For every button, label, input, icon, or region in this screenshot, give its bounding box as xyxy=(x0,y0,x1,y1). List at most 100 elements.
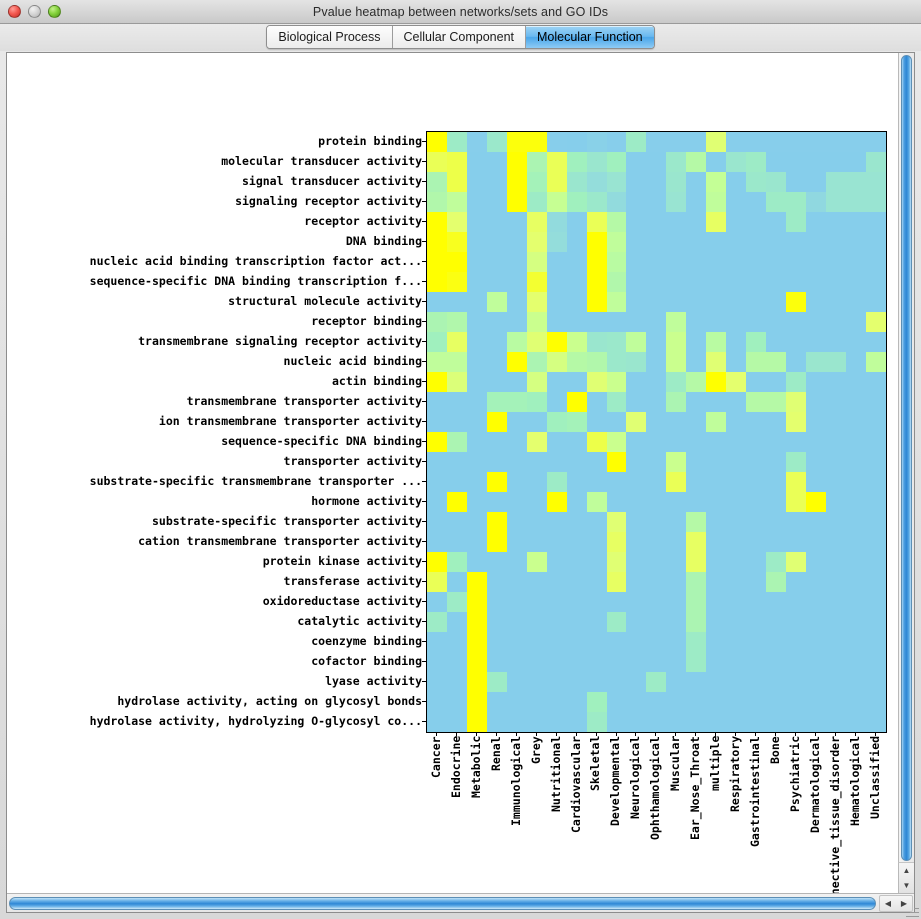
heatmap-cell[interactable] xyxy=(566,672,587,692)
heatmap-cell[interactable] xyxy=(626,272,647,292)
heatmap-cell[interactable] xyxy=(786,372,807,392)
heatmap-cell[interactable] xyxy=(646,332,667,352)
tab-biological-process[interactable]: Biological Process xyxy=(267,26,393,48)
heatmap-cell[interactable] xyxy=(806,132,826,152)
heatmap-cell[interactable] xyxy=(546,132,567,152)
heatmap-cell[interactable] xyxy=(746,492,767,512)
heatmap-cell[interactable] xyxy=(726,652,747,672)
heatmap-cell[interactable] xyxy=(566,452,587,472)
heatmap-cell[interactable] xyxy=(766,672,787,692)
heatmap-cell[interactable] xyxy=(586,452,607,472)
heatmap-cell[interactable] xyxy=(686,332,707,352)
heatmap-cell[interactable] xyxy=(845,292,866,312)
heatmap-cell[interactable] xyxy=(865,332,886,352)
heatmap-cell[interactable] xyxy=(606,292,627,312)
heatmap-cell[interactable] xyxy=(746,232,767,252)
heatmap-cell[interactable] xyxy=(686,712,707,732)
heatmap-cell[interactable] xyxy=(646,392,667,412)
heatmap-cell[interactable] xyxy=(706,712,727,732)
heatmap-cell[interactable] xyxy=(726,512,747,532)
heatmap-cell[interactable] xyxy=(486,372,507,392)
heatmap-cell[interactable] xyxy=(526,432,547,452)
heatmap-cell[interactable] xyxy=(666,592,687,612)
vertical-scrollbar-thumb[interactable] xyxy=(901,55,912,862)
heatmap-cell[interactable] xyxy=(646,352,667,372)
heatmap-cell[interactable] xyxy=(546,632,567,652)
heatmap-cell[interactable] xyxy=(825,552,846,572)
heatmap-cell[interactable] xyxy=(446,432,467,452)
heatmap-cell[interactable] xyxy=(566,252,587,272)
heatmap-cell[interactable] xyxy=(586,352,607,372)
heatmap-cell[interactable] xyxy=(646,172,667,192)
heatmap-cell[interactable] xyxy=(427,612,447,632)
heatmap-cell[interactable] xyxy=(466,372,487,392)
heatmap-cell[interactable] xyxy=(766,632,787,652)
heatmap-cell[interactable] xyxy=(466,132,487,152)
heatmap-cell[interactable] xyxy=(806,392,826,412)
heatmap-cell[interactable] xyxy=(746,272,767,292)
heatmap-cell[interactable] xyxy=(526,572,547,592)
heatmap-cell[interactable] xyxy=(666,692,687,712)
heatmap-cell[interactable] xyxy=(646,552,667,572)
heatmap-cell[interactable] xyxy=(706,252,727,272)
heatmap-cell[interactable] xyxy=(726,292,747,312)
heatmap-cell[interactable] xyxy=(566,232,587,252)
heatmap-cell[interactable] xyxy=(626,572,647,592)
heatmap-cell[interactable] xyxy=(486,672,507,692)
heatmap-cell[interactable] xyxy=(825,312,846,332)
heatmap-cell[interactable] xyxy=(786,152,807,172)
heatmap-cell[interactable] xyxy=(726,552,747,572)
heatmap-cell[interactable] xyxy=(446,692,467,712)
heatmap-cell[interactable] xyxy=(786,632,807,652)
heatmap-cell[interactable] xyxy=(825,452,846,472)
heatmap-cell[interactable] xyxy=(825,632,846,652)
heatmap-cell[interactable] xyxy=(526,512,547,532)
heatmap-cell[interactable] xyxy=(427,492,447,512)
heatmap-cell[interactable] xyxy=(786,312,807,332)
heatmap-cell[interactable] xyxy=(646,412,667,432)
heatmap-cell[interactable] xyxy=(686,412,707,432)
heatmap-cell[interactable] xyxy=(726,232,747,252)
heatmap-cell[interactable] xyxy=(506,132,527,152)
heatmap-cell[interactable] xyxy=(786,172,807,192)
heatmap-cell[interactable] xyxy=(666,272,687,292)
heatmap-cell[interactable] xyxy=(606,572,627,592)
vertical-scrollbar[interactable] xyxy=(898,53,914,893)
heatmap-cell[interactable] xyxy=(606,592,627,612)
heatmap-cell[interactable] xyxy=(806,572,826,592)
heatmap-cell[interactable] xyxy=(466,312,487,332)
heatmap-cell[interactable] xyxy=(865,212,886,232)
heatmap-cell[interactable] xyxy=(427,332,447,352)
heatmap-cell[interactable] xyxy=(686,392,707,412)
heatmap-cell[interactable] xyxy=(766,592,787,612)
heatmap-cell[interactable] xyxy=(646,572,667,592)
heatmap-cell[interactable] xyxy=(865,492,886,512)
heatmap-cell[interactable] xyxy=(626,312,647,332)
heatmap-cell[interactable] xyxy=(825,392,846,412)
heatmap-cell[interactable] xyxy=(606,212,627,232)
heatmap-cell[interactable] xyxy=(706,292,727,312)
heatmap-cell[interactable] xyxy=(606,652,627,672)
heatmap-cell[interactable] xyxy=(786,552,807,572)
heatmap-cell[interactable] xyxy=(865,472,886,492)
heatmap-cell[interactable] xyxy=(626,612,647,632)
heatmap-cell[interactable] xyxy=(806,232,826,252)
heatmap-cell[interactable] xyxy=(546,652,567,672)
heatmap-cell[interactable] xyxy=(865,692,886,712)
heatmap-cell[interactable] xyxy=(566,312,587,332)
heatmap-cell[interactable] xyxy=(427,572,447,592)
heatmap-cell[interactable] xyxy=(825,532,846,552)
heatmap-cell[interactable] xyxy=(746,152,767,172)
heatmap-cell[interactable] xyxy=(746,472,767,492)
heatmap-cell[interactable] xyxy=(666,472,687,492)
heatmap-cell[interactable] xyxy=(706,572,727,592)
heatmap-cell[interactable] xyxy=(606,612,627,632)
heatmap-cell[interactable] xyxy=(806,712,826,732)
heatmap-cell[interactable] xyxy=(586,372,607,392)
heatmap-cell[interactable] xyxy=(726,152,747,172)
heatmap-cell[interactable] xyxy=(806,512,826,532)
heatmap-cell[interactable] xyxy=(786,692,807,712)
heatmap-cell[interactable] xyxy=(427,232,447,252)
heatmap-cell[interactable] xyxy=(666,352,687,372)
heatmap-cell[interactable] xyxy=(686,252,707,272)
